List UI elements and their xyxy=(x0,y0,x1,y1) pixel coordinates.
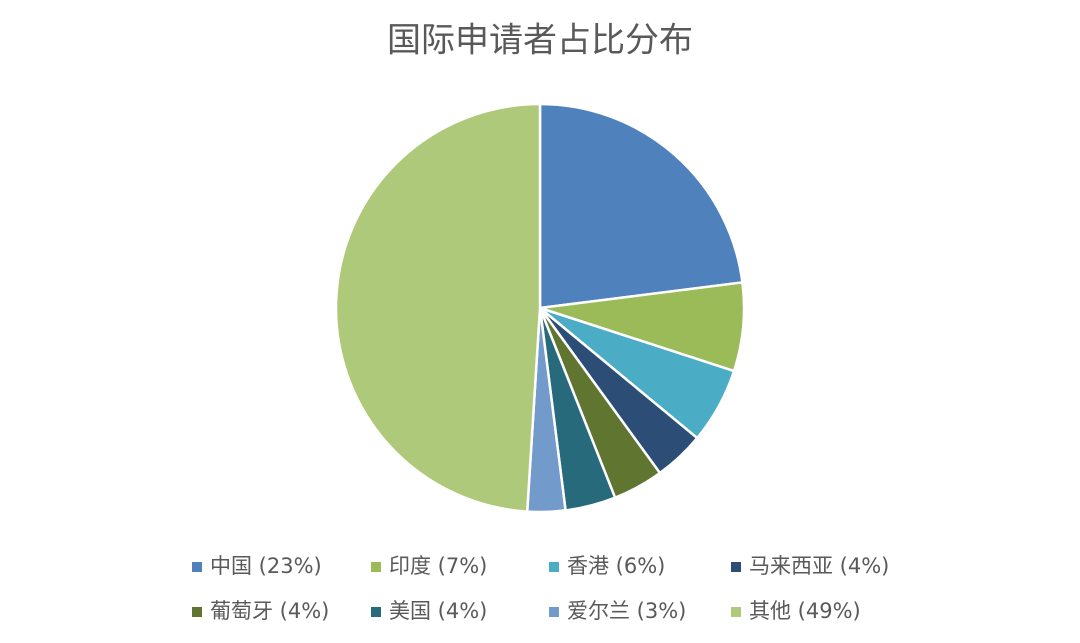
legend-label: 香港 (6%) xyxy=(567,554,665,578)
legend-label: 美国 (4%) xyxy=(389,599,487,623)
chart-title: 国际申请者占比分布 xyxy=(387,21,693,61)
legend-label: 其他 (49%) xyxy=(749,599,861,623)
legend-swatch xyxy=(371,562,381,572)
pie-slice xyxy=(538,102,744,310)
legend-label: 印度 (7%) xyxy=(389,554,487,578)
legend-swatch xyxy=(549,562,559,572)
pie-slice xyxy=(334,102,542,513)
legend-swatch xyxy=(549,607,559,617)
legend-swatch xyxy=(731,562,741,572)
legend-label: 中国 (23%) xyxy=(210,554,322,578)
legend-label: 马来西亚 (4%) xyxy=(749,554,889,578)
legend-swatch xyxy=(192,562,202,572)
legend-label: 葡萄牙 (4%) xyxy=(210,599,329,623)
legend-swatch xyxy=(371,607,381,617)
legend-swatch xyxy=(731,607,741,617)
legend-label: 爱尔兰 (3%) xyxy=(567,599,686,623)
legend-swatch xyxy=(192,607,202,617)
